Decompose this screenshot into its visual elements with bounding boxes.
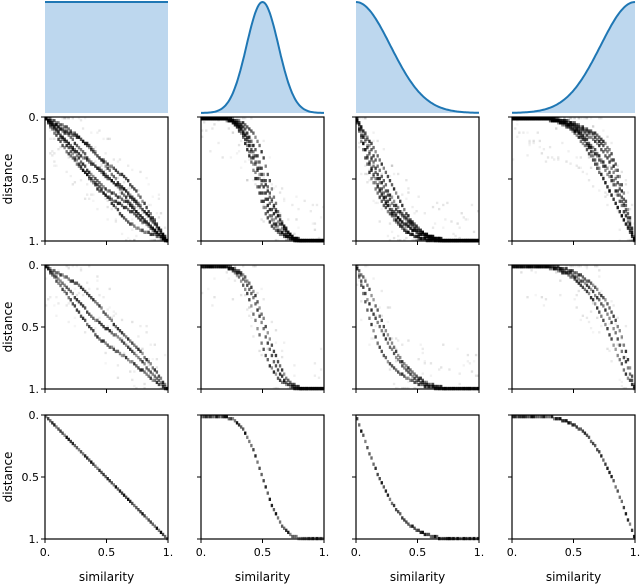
heatmap-grid [41, 116, 636, 543]
x-tick-label: 1. [319, 546, 330, 559]
heatmap-panel-r2-c3 [508, 414, 636, 543]
density-row [45, 0, 636, 114]
heatmap-panel-r0-c2 [352, 116, 480, 245]
y-axis-label: distance [1, 452, 15, 503]
density-area-3 [512, 2, 635, 113]
x-tick-label: 1. [474, 546, 485, 559]
heatmap-panel-r1-c1 [197, 264, 325, 393]
x-tick-label: 0. [40, 546, 51, 559]
x-axis-label: similarity [390, 570, 445, 584]
y-axis-label: distance [1, 154, 15, 205]
heatmap-panel-r2-c0 [41, 414, 169, 543]
x-tick-label: 0. [351, 546, 362, 559]
x-tick-label: 0. [196, 546, 207, 559]
x-tick-label: 0.5 [409, 546, 427, 559]
heatmap-panel-r2-c2 [352, 414, 480, 543]
heatmap-panel-r2-c1 [197, 414, 325, 543]
y-tick-label: 0.5 [22, 173, 40, 186]
x-axis-label: similarity [79, 570, 134, 584]
density-curve-2 [355, 1, 479, 114]
x-tick-label: 0.5 [98, 546, 116, 559]
heatmap-panel-r0-c3 [508, 116, 636, 245]
density-curve-3 [512, 1, 636, 114]
density-area-1 [201, 2, 324, 113]
heatmap-panel-r0-c1 [197, 116, 325, 245]
x-axis-label: similarity [235, 570, 290, 584]
panel-frame [355, 414, 480, 540]
y-tick-label: 0. [29, 409, 40, 422]
heatmap-panel-r1-c2 [352, 264, 480, 393]
x-tick-label: 0.5 [254, 546, 272, 559]
panel-frame [511, 414, 636, 540]
y-tick-label: 1. [29, 383, 40, 396]
x-tick-label: 0.5 [565, 546, 583, 559]
y-tick-label: 0.5 [22, 471, 40, 484]
x-tick-label: 1. [630, 546, 640, 559]
heatmap-panel-r0-c0 [41, 116, 169, 245]
y-tick-label: 1. [29, 235, 40, 248]
density-curve-1 [201, 0, 324, 114]
y-tick-label: 1. [29, 533, 40, 546]
y-tick-label: 0. [29, 259, 40, 272]
x-tick-label: 1. [163, 546, 174, 559]
density-area-0 [45, 2, 168, 113]
y-tick-label: 0. [29, 111, 40, 124]
panel-frame [200, 414, 325, 540]
x-tick-label: 0. [507, 546, 518, 559]
y-axis-label: distance [1, 302, 15, 353]
heatmap-panel-r1-c0 [41, 264, 169, 393]
heatmap-panel-r1-c3 [508, 264, 636, 393]
y-tick-label: 0.5 [22, 321, 40, 334]
x-axis-label: similarity [546, 570, 601, 584]
density-area-2 [356, 2, 479, 113]
